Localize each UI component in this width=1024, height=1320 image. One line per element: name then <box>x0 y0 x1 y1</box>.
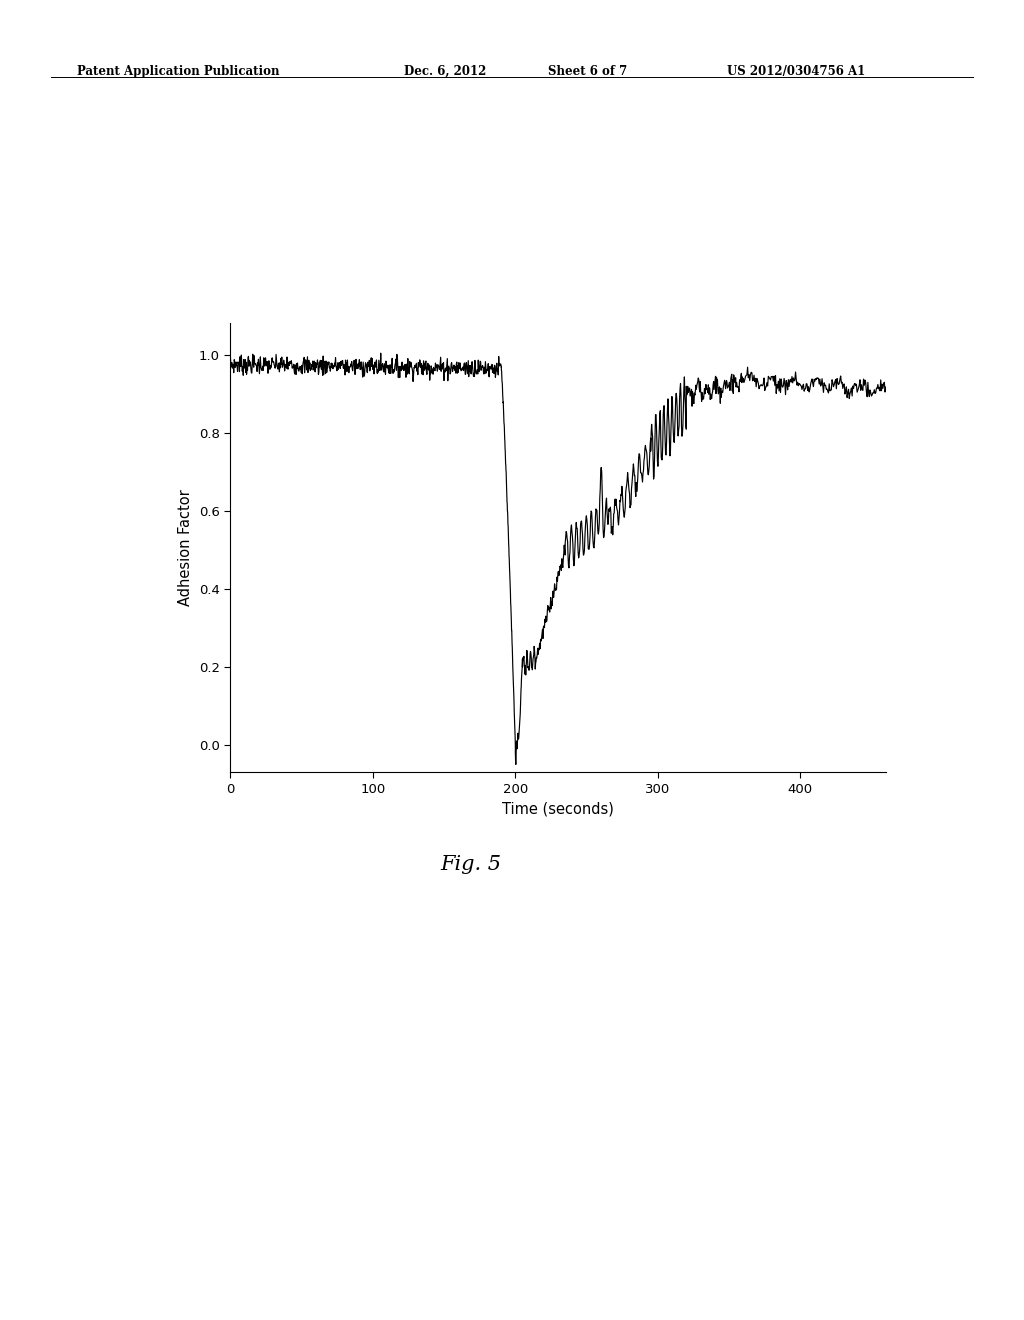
Text: Patent Application Publication: Patent Application Publication <box>77 65 280 78</box>
Y-axis label: Adhesion Factor: Adhesion Factor <box>178 490 194 606</box>
Text: Sheet 6 of 7: Sheet 6 of 7 <box>548 65 627 78</box>
Text: Dec. 6, 2012: Dec. 6, 2012 <box>404 65 486 78</box>
Text: Fig. 5: Fig. 5 <box>440 855 502 874</box>
X-axis label: Time (seconds): Time (seconds) <box>502 801 614 816</box>
Text: US 2012/0304756 A1: US 2012/0304756 A1 <box>727 65 865 78</box>
